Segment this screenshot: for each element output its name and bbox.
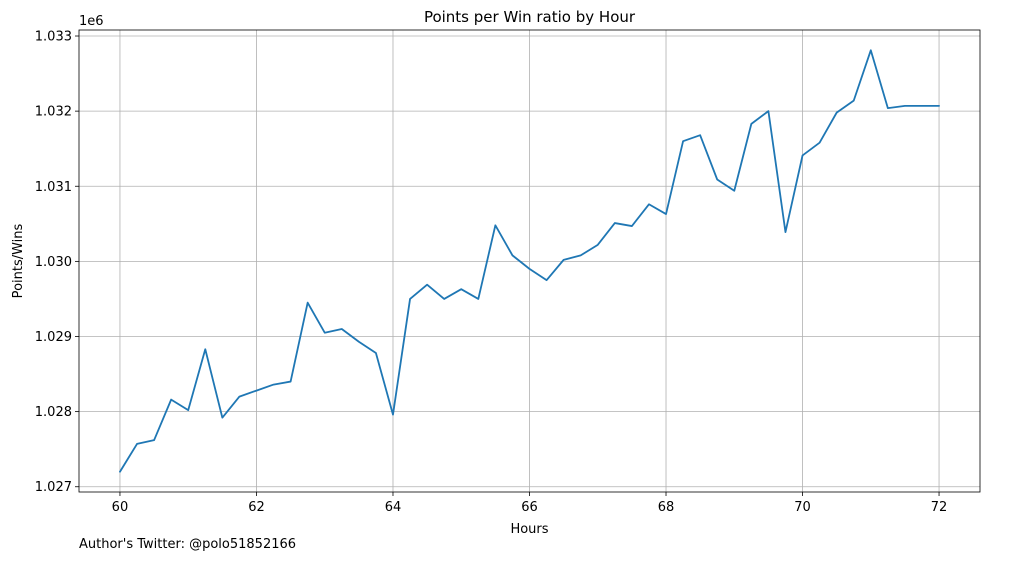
y-tick-label: 1.033 (35, 30, 72, 45)
y-tick-label: 1.031 (35, 180, 72, 195)
x-tick-label: 70 (794, 500, 811, 515)
grid-lines (79, 30, 980, 492)
y-tick-label: 1.028 (35, 405, 72, 420)
x-tick-label: 62 (248, 500, 265, 515)
y-tick-label: 1.032 (35, 105, 72, 120)
chart-title: Points per Win ratio by Hour (424, 8, 636, 26)
x-tick-label: 68 (658, 500, 675, 515)
x-tick-label: 72 (931, 500, 948, 515)
x-axis: 60 62 64 66 68 70 72 (112, 492, 948, 515)
line-chart: 60 62 64 66 68 70 72 1.027 1.028 1.029 1.030 1.031… (11, 8, 981, 537)
y-tick-label: 1.027 (35, 480, 72, 495)
y-axis-label: Points/Wins (11, 223, 26, 298)
y-tick-label: 1.030 (35, 255, 72, 270)
x-axis-label: Hours (510, 522, 548, 537)
x-tick-label: 60 (112, 500, 129, 515)
y-axis: 1.027 1.028 1.029 1.030 1.031 1.032 1.033 (35, 30, 79, 495)
series-layer (119, 49, 940, 473)
data-line (119, 49, 940, 473)
y-axis-offset-label: 1e6 (79, 14, 104, 29)
x-tick-label: 64 (385, 500, 402, 515)
author-credit: Author's Twitter: @polo51852166 (79, 537, 297, 552)
y-tick-label: 1.029 (35, 330, 72, 345)
x-tick-label: 66 (521, 500, 538, 515)
